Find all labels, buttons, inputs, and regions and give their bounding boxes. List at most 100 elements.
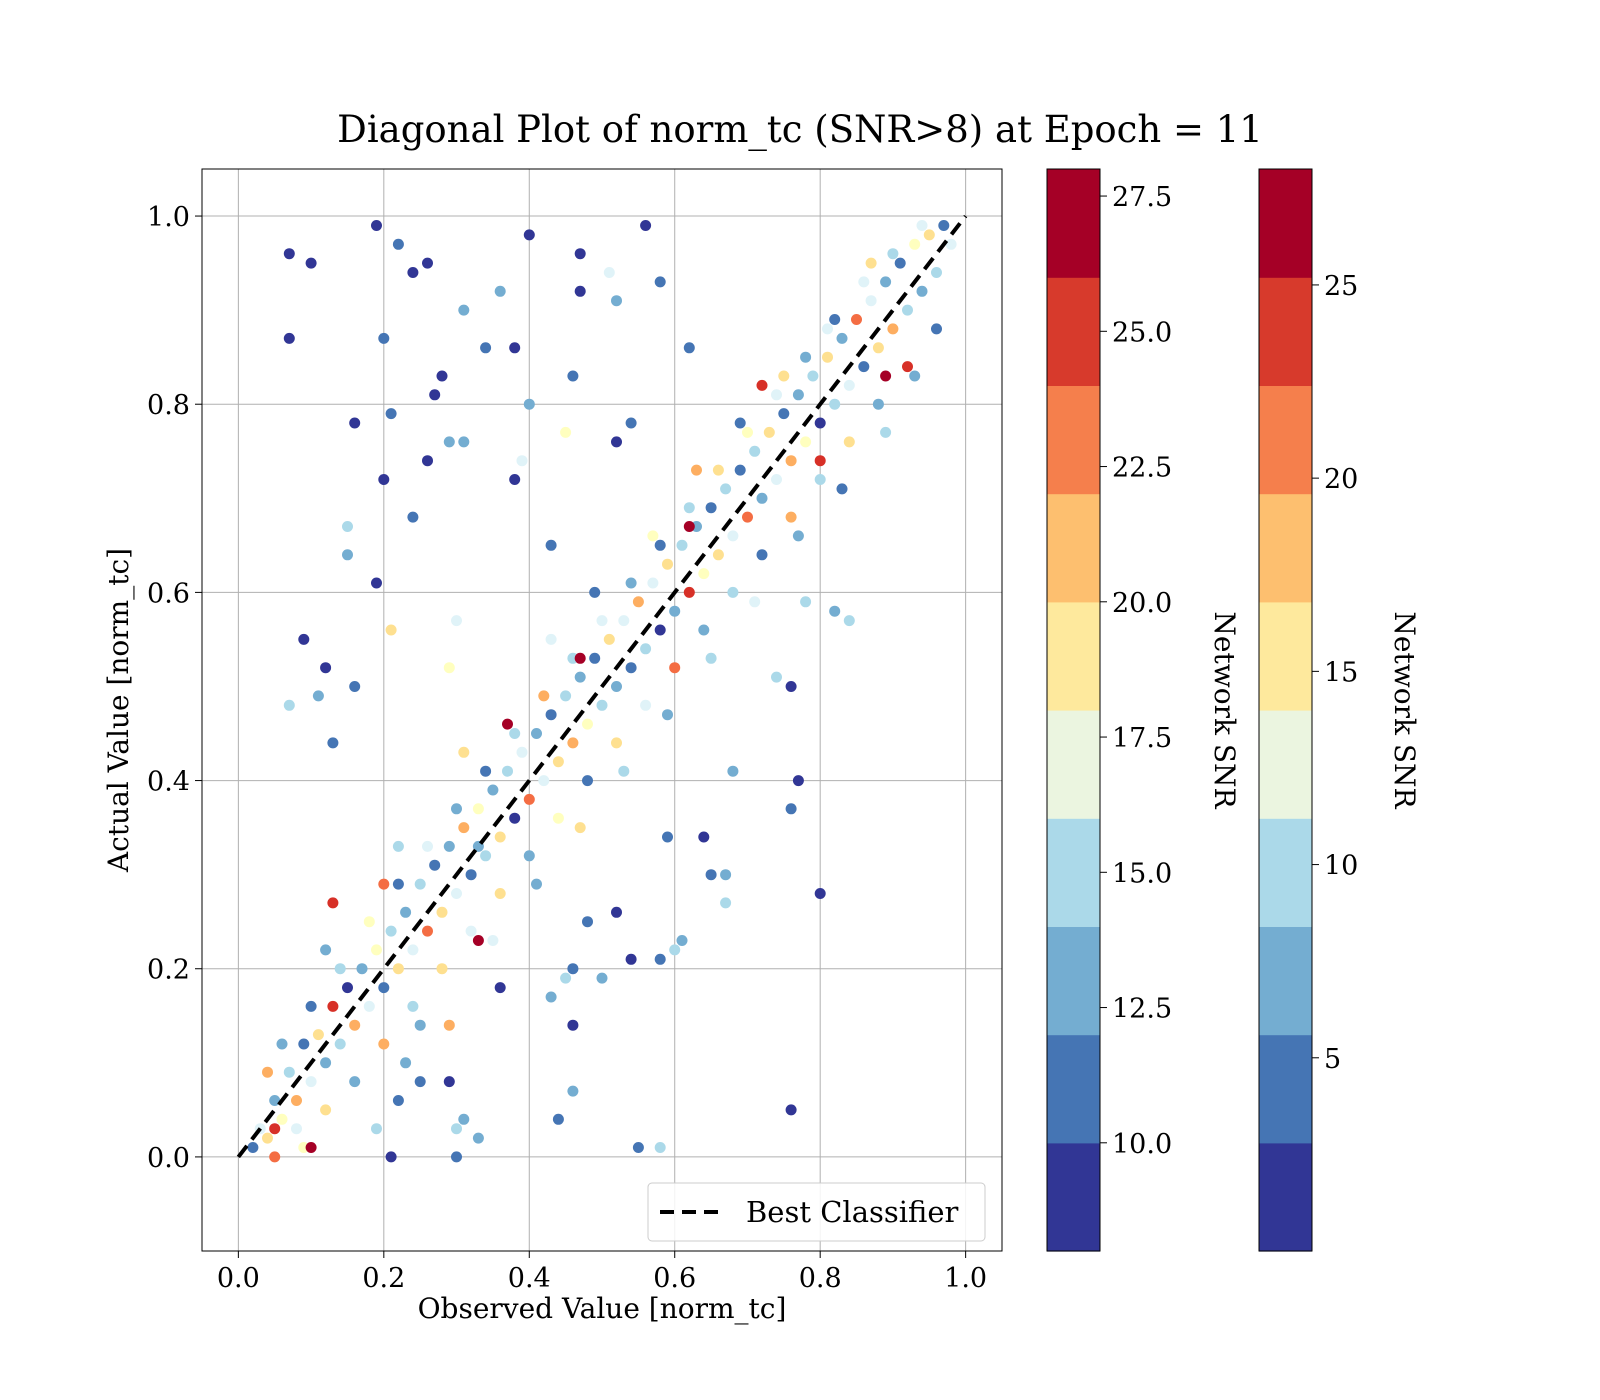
- scatter-point: [640, 220, 652, 231]
- scatter-point: [443, 840, 455, 852]
- scatter-point: [749, 445, 761, 457]
- scatter-point: [771, 389, 782, 401]
- scatter-point: [683, 586, 695, 598]
- scatter-point: [487, 935, 499, 946]
- scatter-point: [502, 765, 513, 777]
- scatter-point: [283, 699, 295, 711]
- scatter-point: [640, 643, 652, 655]
- scatter-point: [654, 276, 666, 288]
- scatter-point: [552, 756, 564, 768]
- colorbar-1-band: [1047, 710, 1100, 819]
- scatter-point: [618, 615, 630, 627]
- scatter-point: [560, 426, 572, 438]
- scatter-point: [560, 972, 572, 984]
- scatter-point: [378, 332, 390, 344]
- scatter-point: [756, 379, 768, 391]
- colorbar-1: 10.0 12.5 15.0 17.5 20.0 22.5 25.0 27.5: [1046, 168, 1172, 1252]
- scatter-point: [807, 370, 819, 382]
- scatter-point: [691, 464, 702, 476]
- scatter-point: [407, 511, 419, 523]
- y-tick-label: 0.8: [147, 390, 190, 421]
- scatter-point: [669, 944, 681, 956]
- scatter-point: [843, 615, 855, 627]
- scatter-point: [705, 869, 717, 881]
- scatter-point: [792, 530, 804, 542]
- scatter-point: [632, 596, 644, 608]
- scatter-point: [458, 304, 470, 316]
- scatter-point: [262, 1066, 273, 1078]
- scatter-point: [654, 953, 666, 965]
- scatter-point: [771, 474, 782, 485]
- scatter-point: [611, 436, 622, 448]
- scatter-point: [342, 549, 353, 561]
- scatter-point: [414, 1076, 426, 1088]
- scatter-point: [654, 1142, 666, 1153]
- scatter-point: [342, 982, 353, 994]
- scatter-point: [363, 916, 375, 928]
- scatter-point: [698, 624, 710, 636]
- colorbar-1-tick-label: 20.0: [1112, 588, 1172, 619]
- scatter-point: [763, 426, 775, 438]
- scatter-point: [574, 285, 586, 297]
- scatter-point: [647, 530, 659, 542]
- scatter-point: [291, 1123, 302, 1135]
- scatter-point: [327, 897, 339, 909]
- scatter-point: [712, 464, 724, 476]
- scatter-point: [371, 577, 382, 589]
- colorbar-1-band: [1047, 169, 1100, 278]
- scatter-point: [451, 1151, 462, 1163]
- scatter-point: [385, 624, 397, 636]
- scatter-point: [742, 426, 753, 438]
- scatter-point: [298, 633, 310, 645]
- x-axis-label: Observed Value [norm_tc]: [418, 1292, 787, 1325]
- scatter-point: [451, 615, 462, 627]
- scatter-point: [574, 248, 586, 260]
- scatter-point: [749, 596, 761, 608]
- scatter-point: [494, 285, 506, 297]
- scatter-point: [931, 323, 942, 335]
- scatter-point: [458, 436, 470, 448]
- scatter-point: [625, 577, 637, 589]
- best-classifier-line: [236, 214, 968, 1159]
- scatter-point: [902, 361, 913, 373]
- scatter-point: [567, 1085, 579, 1097]
- scatter-point: [451, 888, 462, 899]
- scatter-point: [451, 1123, 462, 1135]
- scatter-point: [472, 1132, 484, 1144]
- scatter-point: [683, 342, 695, 354]
- scatter-point: [480, 342, 492, 354]
- scatter-point: [611, 295, 622, 307]
- scatter-point: [363, 1000, 375, 1012]
- scatter-point: [422, 455, 433, 467]
- scatter-point: [909, 370, 921, 382]
- colorbar-2-band: [1259, 385, 1312, 495]
- colorbar-1-band: [1047, 277, 1100, 386]
- scatter-point: [465, 925, 477, 937]
- scatter-point: [342, 521, 353, 532]
- scatter-point: [458, 822, 470, 834]
- scatter-point: [312, 690, 324, 702]
- scatter-point: [756, 492, 768, 504]
- scatter-point: [792, 775, 804, 787]
- colorbar-2-frame: [1258, 168, 1313, 1252]
- scatter-point: [829, 605, 841, 617]
- scatter-point: [742, 511, 753, 523]
- scatter-point: [400, 1057, 412, 1069]
- scatter-point: [734, 417, 746, 429]
- scatter-point: [400, 906, 412, 918]
- scatter-point: [945, 238, 957, 250]
- colorbar-1-tick-label: 27.5: [1112, 182, 1172, 213]
- scatter-point: [552, 812, 564, 824]
- scatter-point: [814, 474, 826, 485]
- scatter-point: [480, 850, 492, 862]
- colorbar-2: 5 10 15 20 25: [1258, 168, 1358, 1252]
- scatter-point: [909, 238, 921, 250]
- scatter-point: [822, 351, 833, 363]
- scatter-point: [727, 586, 739, 598]
- scatter-point: [843, 436, 855, 448]
- scatter-point: [567, 1019, 579, 1031]
- scatter-point: [567, 963, 579, 975]
- scatter-point: [596, 972, 608, 984]
- scatter-point: [734, 464, 746, 476]
